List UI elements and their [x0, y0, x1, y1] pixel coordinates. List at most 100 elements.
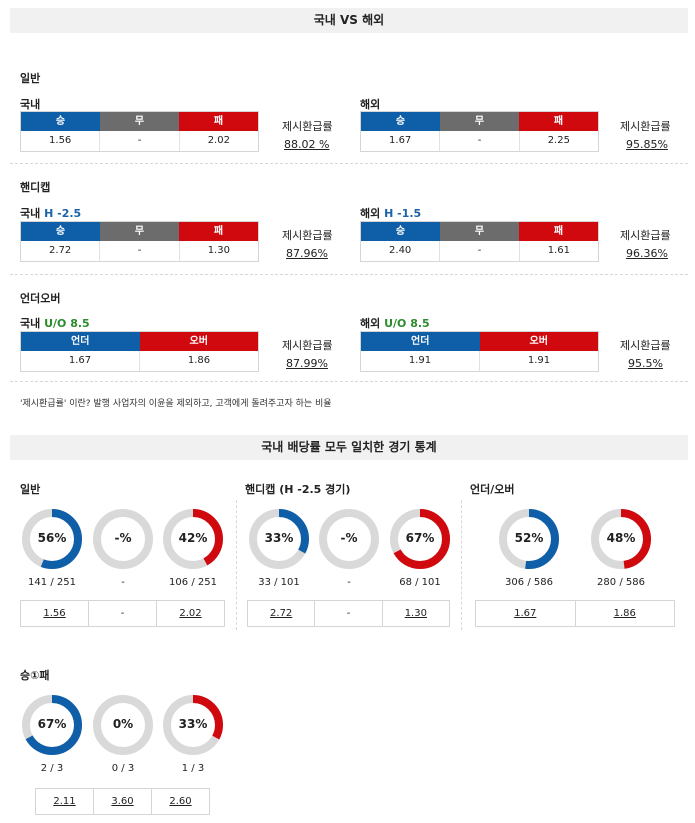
handicap-overseas-label: 해외 H -1.5 [360, 205, 421, 221]
payout-label: 제시환급률 [620, 339, 671, 352]
payout-label: 제시환급률 [282, 229, 333, 242]
win-header: 승 [21, 222, 100, 241]
under-odds-link[interactable]: 1.67 [476, 601, 576, 626]
payout-value[interactable]: 87.96% [286, 247, 328, 260]
lose-odds-link[interactable]: 1.30 [404, 608, 427, 619]
general-domestic-odds-table: 승 무 패 1.56 - 2.02 [20, 111, 259, 152]
donut-handicap-2 [390, 509, 450, 569]
under-header: 언더 [21, 332, 140, 351]
draw-odds-link[interactable]: 3.60 [94, 789, 152, 814]
win-odds-link[interactable]: 2.11 [36, 789, 94, 814]
handicap-domestic-label: 국내 H -2.5 [20, 205, 81, 221]
stats-general-odds-box: 1.56 - 2.02 [20, 600, 225, 627]
payout-value[interactable]: 88.02 % [284, 138, 330, 151]
donut-percent-label: -% [340, 531, 358, 545]
lose-header: 패 [179, 222, 258, 241]
stats-handicap-label: 핸디캡 (H -2.5 경기) [245, 483, 351, 496]
donut-percent-label: 52% [514, 531, 544, 545]
overunder-tag: U/O 8.5 [44, 317, 90, 330]
donut-count-label: 33 / 101 [258, 577, 300, 588]
donut-track [93, 695, 153, 755]
stats-win1-label: 승①패 [20, 669, 50, 682]
draw-header: 무 [440, 222, 519, 241]
draw-header: 무 [440, 112, 519, 131]
lose-odds: 1.30 [207, 245, 230, 256]
lose-header: 패 [519, 222, 598, 241]
donut-count-label: 68 / 101 [399, 577, 441, 588]
handicap-category-label: 핸디캡 [20, 181, 51, 194]
donut-arc [591, 509, 651, 569]
divider [461, 500, 462, 630]
win-odds: 2.72 [21, 241, 101, 261]
stats-handicap-odds-box: 2.72 - 1.30 [247, 600, 450, 627]
lose-odds-link[interactable]: 2.60 [169, 796, 192, 807]
stats-title: 국내 배당률 모두 일치한 경기 통계 [10, 435, 688, 460]
donut-win1-2 [163, 695, 223, 755]
payout-label: 제시환급률 [620, 120, 671, 133]
under-odds: 1.67 [21, 351, 140, 371]
donut-percent-label: -% [114, 531, 132, 545]
comparison-title: 국내 VS 해외 [10, 8, 688, 33]
lose-odds-link[interactable]: 2.02 [179, 608, 202, 619]
lose-odds: 2.02 [207, 135, 230, 146]
overunder-overseas-label: 해외 U/O 8.5 [360, 315, 430, 331]
payout-label: 제시환급률 [282, 339, 333, 352]
payout-value[interactable]: 96.36% [626, 247, 668, 260]
handicap-domestic-odds-table: 승 무 패 2.72 - 1.30 [20, 221, 259, 262]
overseas-label-text: 해외 [360, 98, 381, 111]
general-overseas-label: 해외 [360, 96, 380, 112]
lose-odds: 1.61 [547, 245, 570, 256]
payout-value[interactable]: 87.99% [286, 357, 328, 370]
win-odds-link[interactable]: 1.56 [21, 601, 89, 626]
overseas-label-text: 해외 [360, 207, 381, 220]
donut-count-label: 280 / 586 [597, 577, 645, 588]
donut-overunder-0 [499, 509, 559, 569]
donut-percent-label: 33% [264, 531, 294, 545]
donut-win1-1 [93, 695, 153, 755]
win-odds-link[interactable]: 2.72 [248, 601, 316, 626]
over-odds: 1.86 [187, 355, 211, 366]
win-odds: 1.67 [361, 131, 441, 151]
stats-win1-odds-box: 2.11 3.60 2.60 [35, 788, 210, 815]
donut-percent-label: 33% [178, 717, 208, 731]
overunder-overseas-odds-table: 언더 오버 1.91 1.91 [360, 331, 599, 372]
donut-arc [22, 695, 82, 755]
overunder-domestic-odds-table: 언더 오버 1.67 1.86 [20, 331, 259, 372]
under-odds: 1.91 [361, 351, 480, 371]
donut-percent-label: 56% [37, 531, 67, 545]
donut-general-0 [22, 509, 82, 569]
overunder-domestic-label: 국내 U/O 8.5 [20, 315, 90, 331]
donut-arc [499, 509, 559, 569]
win-odds: 2.40 [361, 241, 441, 261]
donut-general-1 [93, 509, 153, 569]
lose-odds: 2.25 [547, 135, 570, 146]
draw-header: 무 [100, 222, 179, 241]
donut-count-label: 306 / 586 [505, 577, 553, 588]
general-domestic-label: 국내 [20, 96, 40, 112]
domestic-label-text: 국내 [20, 98, 41, 111]
draw-odds: - [440, 131, 520, 151]
general-category-label: 일반 [20, 72, 41, 85]
donut-arc [163, 509, 223, 569]
donut-percent-label: 48% [606, 531, 636, 545]
draw-odds: - [440, 241, 520, 261]
donut-percent-label: 67% [37, 717, 67, 731]
over-header: 오버 [479, 332, 598, 351]
divider [10, 274, 688, 275]
lose-header: 패 [519, 112, 598, 131]
over-header: 오버 [139, 332, 258, 351]
donut-percent-label: 67% [405, 531, 435, 545]
divider [236, 500, 237, 630]
handicap-overseas-odds-table: 승 무 패 2.40 - 1.61 [360, 221, 599, 262]
draw-odds: - [100, 241, 180, 261]
payout-value[interactable]: 95.5% [628, 357, 663, 370]
win-header: 승 [361, 112, 440, 131]
payout-value[interactable]: 95.85% [626, 138, 668, 151]
lose-header: 패 [179, 112, 258, 131]
donut-arc [22, 509, 82, 569]
over-odds-link[interactable]: 1.86 [613, 608, 636, 619]
win-header: 승 [361, 222, 440, 241]
draw-odds: - [100, 131, 180, 151]
win-odds: 1.56 [21, 131, 101, 151]
donut-arc [249, 509, 309, 569]
